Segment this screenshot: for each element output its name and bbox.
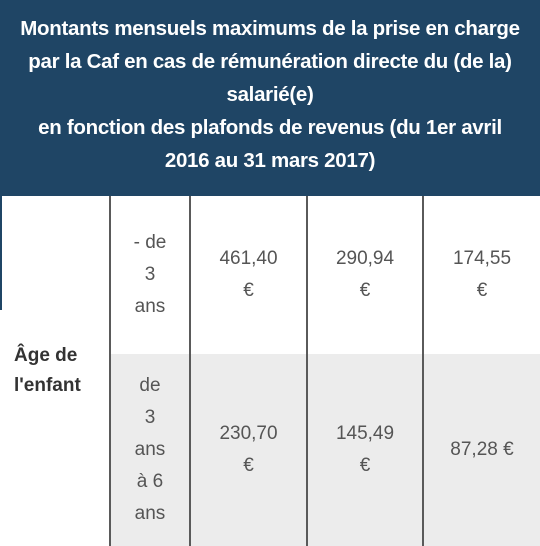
amount-cell: 461,40 €	[189, 196, 307, 354]
table-caption: Montants mensuels maximums de la prise e…	[0, 0, 540, 196]
caption-line: Montants mensuels maximums de la prise e…	[20, 17, 520, 106]
age-cell: de 3 ans à 6 ans	[109, 354, 190, 546]
row-header: Âge de l'enfant	[0, 196, 110, 546]
amount-cell: 145,49 €	[306, 354, 423, 546]
age-cell: - de 3 ans	[109, 196, 190, 354]
table: Âge de l'enfant - de 3 ans 461,40 € 290,…	[0, 196, 540, 546]
amount-cell: 87,28 €	[422, 354, 540, 546]
amount-cell: 290,94 €	[306, 196, 423, 354]
caption-line: en fonction des plafonds de revenus (du …	[38, 116, 502, 172]
amount-cell: 230,70 €	[189, 354, 307, 546]
table-row: de 3 ans à 6 ans 230,70 € 145,49 € 87,28…	[0, 354, 540, 546]
amount-cell: 174,55 €	[422, 196, 540, 354]
table-row: Âge de l'enfant - de 3 ans 461,40 € 290,…	[0, 196, 540, 546]
edge	[0, 196, 2, 310]
